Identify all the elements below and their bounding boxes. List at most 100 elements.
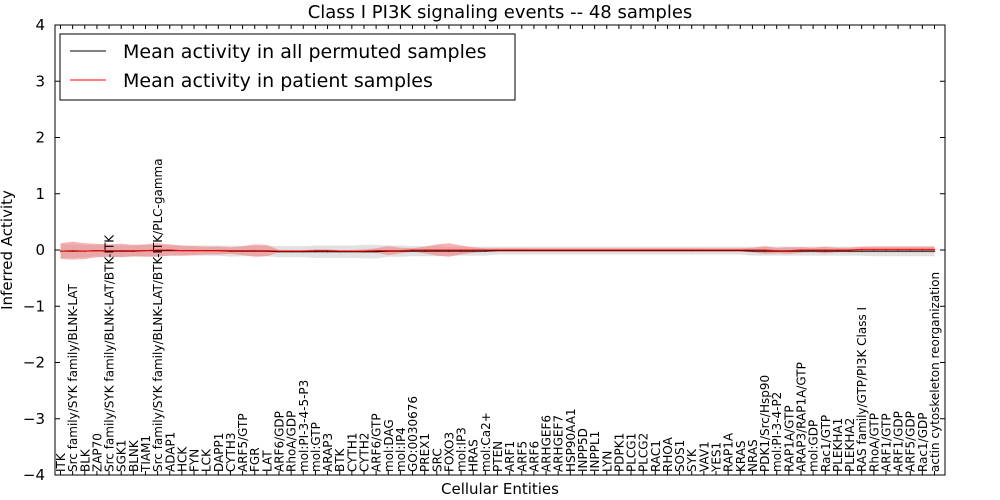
x-tick-label: mol:IP3 <box>455 427 469 472</box>
x-tick-label: CYTH2 <box>358 433 372 473</box>
point-series-1-28 <box>399 249 401 252</box>
point-series-0-57 <box>751 250 754 252</box>
y-tick-label: 2 <box>35 129 45 147</box>
x-tick-label: NRAS <box>746 439 760 472</box>
x-tick-label: RAP1A <box>722 432 736 472</box>
point-series-1-30 <box>424 249 426 251</box>
x-tick-label: LAT <box>260 450 274 472</box>
x-tick-label: RhoA/GTP <box>867 413 881 472</box>
point-series-1-54 <box>715 249 717 251</box>
point-series-1-60 <box>788 249 790 252</box>
legend-label-permuted: Mean activity in all permuted samples <box>123 41 486 63</box>
point-series-1-4 <box>108 249 110 252</box>
x-tick-label: ARF1 <box>503 441 517 472</box>
y-tick-label: −1 <box>23 297 45 315</box>
x-tick-label: ARF5/GDP <box>904 411 918 472</box>
point-series-0-31 <box>436 250 438 252</box>
point-series-0-26 <box>375 251 377 253</box>
point-series-1-69 <box>897 248 899 251</box>
point-series-1-39 <box>533 249 535 251</box>
point-series-1-34 <box>472 249 474 251</box>
point-series-1-59 <box>776 249 778 252</box>
x-tick-label: Src family/SYK family/BLNK-LAT <box>66 283 80 472</box>
x-tick-label: mol:DAG <box>382 419 396 472</box>
x-axis-ticks <box>60 25 935 475</box>
point-series-0-66 <box>861 250 863 252</box>
x-tick-label: ARF1/GDP <box>892 411 906 472</box>
x-tick-label: ADAP1 <box>163 432 177 472</box>
x-tick-label: PLCG1 <box>625 433 639 472</box>
point-series-1-37 <box>509 249 511 251</box>
point-series-1-61 <box>800 249 802 251</box>
point-series-1-43 <box>581 249 584 251</box>
x-tick-label: FGR <box>248 447 262 472</box>
x-tick-label: Src family/SYK family/BLNK-LAT/BTK-ITK <box>103 234 117 472</box>
x-tick-label: TIAM1 <box>139 435 153 473</box>
x-tick-label: PLEKHA1 <box>831 418 845 472</box>
x-tick-label: ARF1/GTP <box>879 413 893 472</box>
point-series-1-27 <box>387 249 389 252</box>
point-series-1-3 <box>96 249 98 252</box>
point-series-0-70 <box>909 250 911 252</box>
x-tick-label: mol:GDP <box>807 420 821 472</box>
point-series-1-72 <box>933 248 936 251</box>
x-tick-label: PLEKHA2 <box>843 418 857 472</box>
x-tick-label: CYTH3 <box>224 433 238 473</box>
y-tick-label: −2 <box>23 354 45 372</box>
x-tick-label: DAPP1 <box>212 433 226 472</box>
point-series-1-9 <box>169 249 171 251</box>
x-tick-label: PLCG2 <box>637 433 651 472</box>
x-tick-label: actin cytoskeleton reorganization <box>928 272 942 472</box>
point-series-1-24 <box>351 250 353 252</box>
y-tick-label: −3 <box>23 410 45 428</box>
point-series-1-33 <box>460 249 462 251</box>
point-series-1-71 <box>921 248 923 251</box>
point-series-1-18 <box>278 250 280 252</box>
x-tick-label: YES1 <box>710 442 724 473</box>
x-tick-label: ZAP70 <box>90 433 104 472</box>
x-tick-label: GO:0030676 <box>406 396 420 472</box>
point-series-1-11 <box>193 249 195 252</box>
x-tick-label: VAV1 <box>697 441 711 472</box>
x-tick-label: FOXO3 <box>442 432 456 472</box>
legend-box <box>59 33 516 101</box>
legend-label-patient: Mean activity in patient samples <box>123 70 433 92</box>
point-series-0-61 <box>800 250 802 252</box>
x-tick-label: mol:Ca2+ <box>479 412 493 472</box>
x-tick-label: PREX1 <box>418 433 432 472</box>
point-series-1-26 <box>375 249 377 252</box>
x-axis-label: Cellular Entities <box>441 480 559 498</box>
point-series-0-58 <box>763 250 766 252</box>
point-series-1-6 <box>132 249 134 252</box>
x-tick-label: ARF6/GTP <box>370 413 384 472</box>
point-series-1-50 <box>666 249 669 251</box>
point-series-1-68 <box>885 248 887 251</box>
point-series-1-15 <box>241 249 244 252</box>
x-tick-label: mol:PI-3-4-5-P3 <box>297 380 311 472</box>
point-series-1-47 <box>630 249 632 251</box>
x-tick-label: PTEN <box>491 441 505 472</box>
chart-title: Class I PI3K signaling events -- 48 samp… <box>308 2 693 23</box>
x-tick-label: KRAS <box>734 440 748 472</box>
point-series-1-64 <box>836 249 838 251</box>
point-series-1-31 <box>436 249 438 251</box>
point-series-1-22 <box>326 249 329 252</box>
point-series-1-63 <box>824 249 826 251</box>
point-series-0-67 <box>873 250 875 252</box>
y-tick-label: 3 <box>35 72 45 90</box>
point-series-1-32 <box>448 249 450 251</box>
x-tick-label: HRAS <box>467 439 481 472</box>
x-tick-label: ITK <box>54 452 68 472</box>
x-tick-label: PDK1/Src/Hsp90 <box>758 375 772 472</box>
point-series-1-51 <box>678 249 681 251</box>
series-lines <box>59 248 936 253</box>
point-series-1-57 <box>751 249 754 251</box>
point-series-1-25 <box>363 250 365 252</box>
point-series-0-69 <box>897 250 899 252</box>
point-series-1-36 <box>496 249 499 251</box>
point-series-1-19 <box>290 250 292 252</box>
x-tick-label: LCK <box>200 448 214 472</box>
x-tick-label: FYN <box>188 449 202 472</box>
x-tick-label: SRC <box>430 448 444 472</box>
